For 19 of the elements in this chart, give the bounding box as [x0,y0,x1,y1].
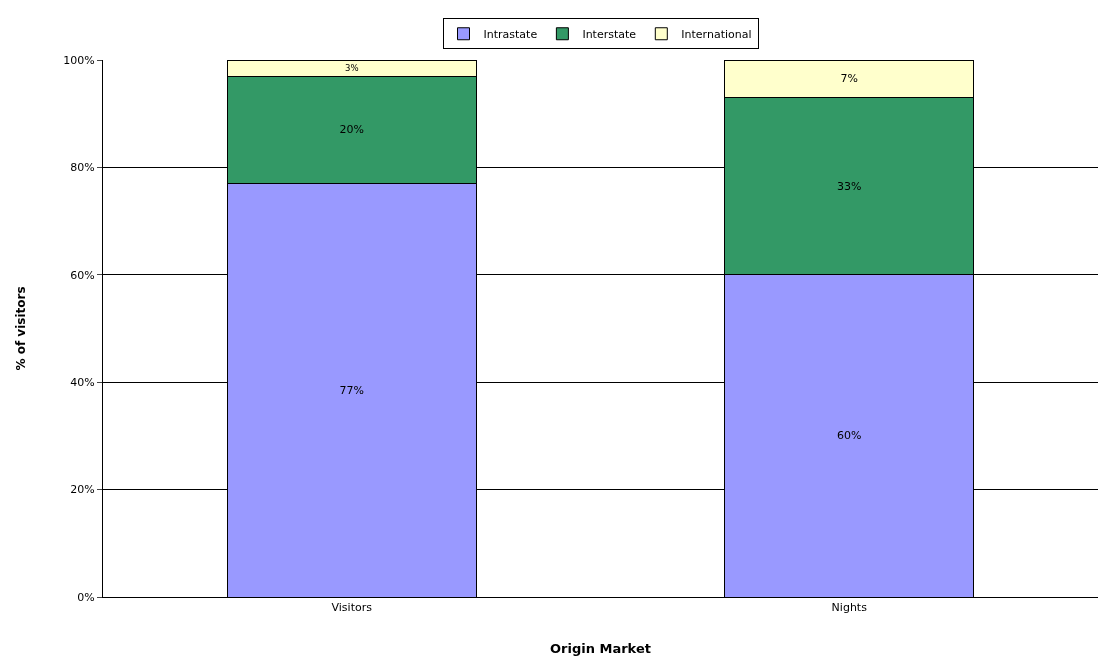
x-tick-label: Nights [831,601,868,615]
legend-label: Intrastate [483,28,538,42]
data-label: 77% [339,383,364,397]
y-tick-label: 40% [70,376,95,390]
y-tick-label: 60% [70,268,95,282]
y-axis-title: % of visitors [13,286,28,371]
x-tick-label: Visitors [331,601,373,615]
data-label: 33% [837,179,862,193]
y-tick-label: 100% [63,53,95,67]
data-label: 7% [840,72,858,86]
y-tick-label: 20% [70,483,95,497]
legend-label: Interstate [582,28,637,42]
x-axis-title: Origin Market [550,640,651,656]
data-label: 60% [837,429,862,443]
y-tick-label: 0% [77,590,95,604]
y-tick-label: 80% [70,161,95,175]
data-label: 3% [344,62,359,73]
data-label: 20% [339,123,364,137]
legend-label: International [681,28,752,42]
